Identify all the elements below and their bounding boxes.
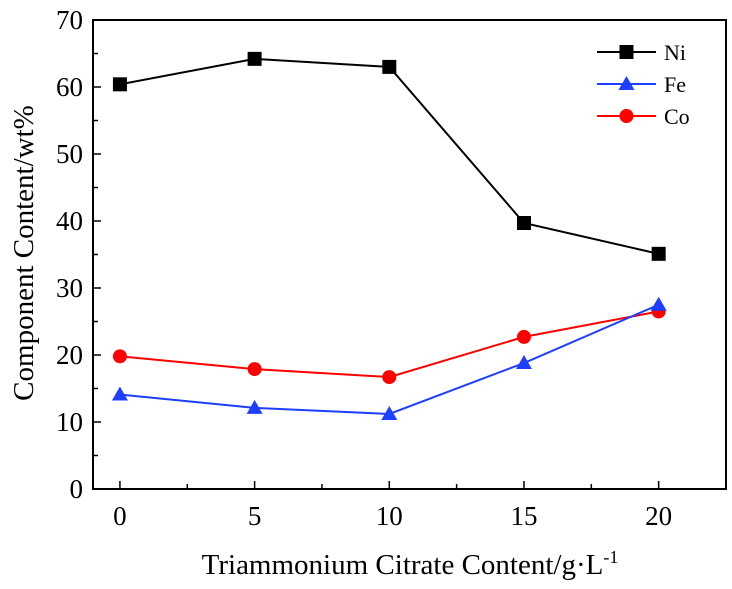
data-series (111, 51, 667, 420)
legend-entry-co: Co (597, 104, 690, 129)
legend-marker-ni (619, 45, 634, 59)
data-point-fe (246, 399, 263, 414)
y-tick-label: 20 (56, 340, 83, 370)
series-co (112, 304, 666, 385)
data-point-fe (381, 405, 398, 420)
data-point-fe (650, 296, 667, 311)
data-point-co (247, 362, 262, 377)
legend-marker-co (619, 109, 634, 123)
legend-marker-fe (618, 76, 635, 90)
y-tick-label: 50 (56, 139, 83, 169)
data-point-ni (516, 216, 531, 231)
data-point-co (112, 349, 127, 364)
series-fe (111, 296, 667, 420)
y-tick-label: 10 (56, 407, 83, 437)
y-tick-label: 30 (56, 273, 83, 303)
data-point-ni (651, 246, 666, 261)
legend-entry-fe: Fe (597, 72, 686, 97)
x-tick-label: 5 (248, 501, 262, 531)
data-point-co (516, 329, 531, 344)
legend-label-co: Co (664, 104, 690, 129)
series-line-co (119, 310, 659, 379)
x-axis-title: Triammonium Citrate Content/g·L-1 (202, 547, 619, 581)
data-point-ni (382, 59, 397, 74)
data-point-ni (247, 51, 262, 66)
data-point-fe (111, 386, 128, 401)
x-axis-title-superscript: -1 (603, 547, 618, 567)
legend-entry-ni: Ni (597, 40, 686, 65)
y-tick-label: 70 (56, 5, 83, 35)
y-axis-title: Component Content/wt% (8, 105, 40, 401)
legend-label-ni: Ni (664, 40, 686, 65)
data-point-co (382, 370, 397, 385)
x-tick-label: 15 (510, 501, 537, 531)
x-tick-label: 0 (113, 501, 127, 531)
series-line-ni (119, 57, 659, 255)
y-tick-label: 0 (70, 474, 84, 504)
y-tick-label: 40 (56, 206, 83, 236)
data-point-fe (515, 355, 532, 370)
legend-label-fe: Fe (664, 72, 686, 97)
x-tick-label: 10 (376, 501, 403, 531)
axis-ticks: 0 10 20 30 40 50 60 70 0 5 10 15 20 (56, 5, 727, 531)
data-point-ni (112, 77, 127, 92)
y-tick-label: 60 (56, 72, 83, 102)
legend: Ni Fe Co (597, 40, 690, 129)
series-ni (112, 51, 666, 261)
x-tick-label: 20 (645, 501, 672, 531)
series-line-fe (119, 303, 660, 415)
